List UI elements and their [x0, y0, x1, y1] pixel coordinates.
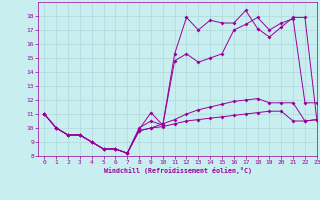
X-axis label: Windchill (Refroidissement éolien,°C): Windchill (Refroidissement éolien,°C) — [104, 167, 252, 174]
